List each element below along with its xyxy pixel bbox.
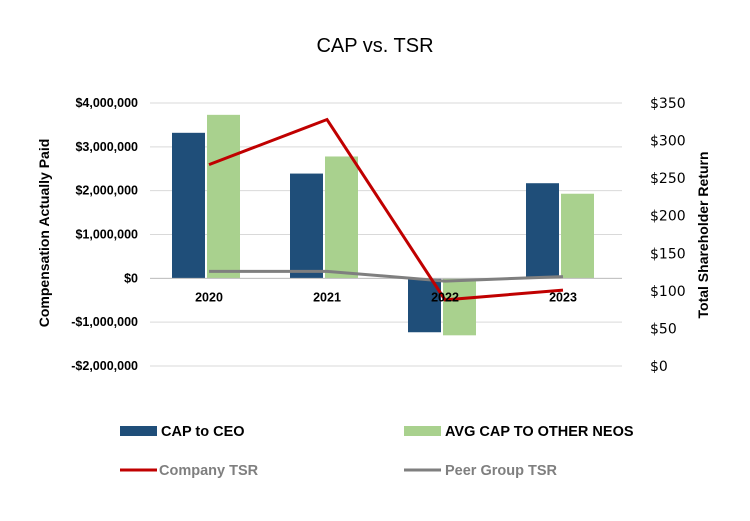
- x-tick-label: 2020: [195, 290, 223, 304]
- y-tick-label: -$2,000,000: [71, 359, 138, 373]
- bar-avg-cap-to-other-neos-2023: [561, 193, 594, 279]
- y2-tick-label: $250: [650, 171, 686, 187]
- bar-avg-cap-to-other-neos-2022: [443, 278, 476, 336]
- bar-cap-to-ceo-2023: [526, 183, 559, 279]
- y2-tick-label: $0: [650, 359, 668, 375]
- y-tick-label: $3,000,000: [75, 140, 138, 154]
- y-tick-label: $0: [124, 271, 138, 285]
- line-peer-group-tsr: [209, 269, 564, 283]
- legend-label-company-tsr: Company TSR: [159, 463, 259, 479]
- tsr-lines: [208, 117, 564, 302]
- x-axis-ticks: 2020 2021 2022 2023: [195, 290, 577, 304]
- y2-axis-ticks: $350 $300 $250 $200 $150 $100 $50 $0: [650, 96, 686, 375]
- y-axis-ticks: $4,000,000 $3,000,000 $2,000,000 $1,000,000…: [71, 96, 138, 373]
- y2-tick-label: $150: [650, 246, 686, 262]
- y2-tick-label: $50: [650, 321, 677, 337]
- y2-tick-label: $200: [650, 209, 686, 225]
- legend-swatch-avg-cap: [404, 426, 441, 436]
- y2-axis-title: Total Shareholder Return: [695, 152, 711, 319]
- y2-tick-label: $100: [650, 284, 686, 300]
- legend-label-cap-to-ceo: CAP to CEO: [161, 424, 245, 440]
- legend-label-peer-tsr: Peer Group TSR: [445, 463, 558, 479]
- y-tick-label: $1,000,000: [75, 228, 138, 242]
- bar-cap-to-ceo-2021: [290, 173, 323, 279]
- bar-cap-to-ceo-2020: [172, 132, 205, 279]
- y-tick-label: $4,000,000: [75, 96, 138, 110]
- chart-title: CAP vs. TSR: [316, 35, 433, 57]
- x-tick-label: 2022: [431, 290, 459, 304]
- bar-avg-cap-to-other-neos-2021: [325, 156, 358, 279]
- x-tick-label: 2023: [549, 290, 577, 304]
- y-axis-title: Compensation Actually Paid: [36, 139, 52, 328]
- x-tick-label: 2021: [313, 290, 341, 304]
- y-tick-label: $2,000,000: [75, 184, 138, 198]
- bars: [172, 114, 594, 336]
- y-tick-label: -$1,000,000: [71, 315, 138, 329]
- y2-tick-label: $350: [650, 96, 686, 112]
- legend: CAP to CEO AVG CAP TO OTHER NEOS Company T…: [120, 424, 634, 479]
- y2-tick-label: $300: [650, 134, 686, 150]
- bar-avg-cap-to-other-neos-2020: [207, 114, 240, 279]
- legend-label-avg-cap: AVG CAP TO OTHER NEOS: [445, 424, 634, 440]
- legend-swatch-cap-to-ceo: [120, 426, 157, 436]
- line-company-tsr: [208, 117, 564, 302]
